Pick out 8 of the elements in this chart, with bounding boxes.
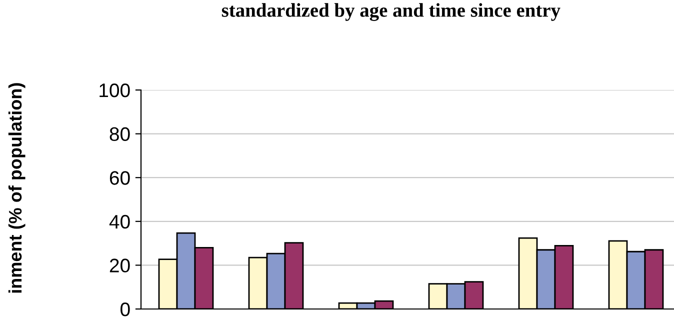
y-tick-label: 60 [110,171,130,185]
y-tick-label: 80 [110,127,130,142]
chart-title: standardized by age and time since entry [222,3,560,21]
y-tick-label: 20 [110,258,130,272]
y-tick-label: 40 [109,214,130,229]
y-tick-label: 100 [100,83,130,98]
y-tick-label: 0 [120,302,130,316]
y-axis-title: inment (% of population) [8,83,26,293]
